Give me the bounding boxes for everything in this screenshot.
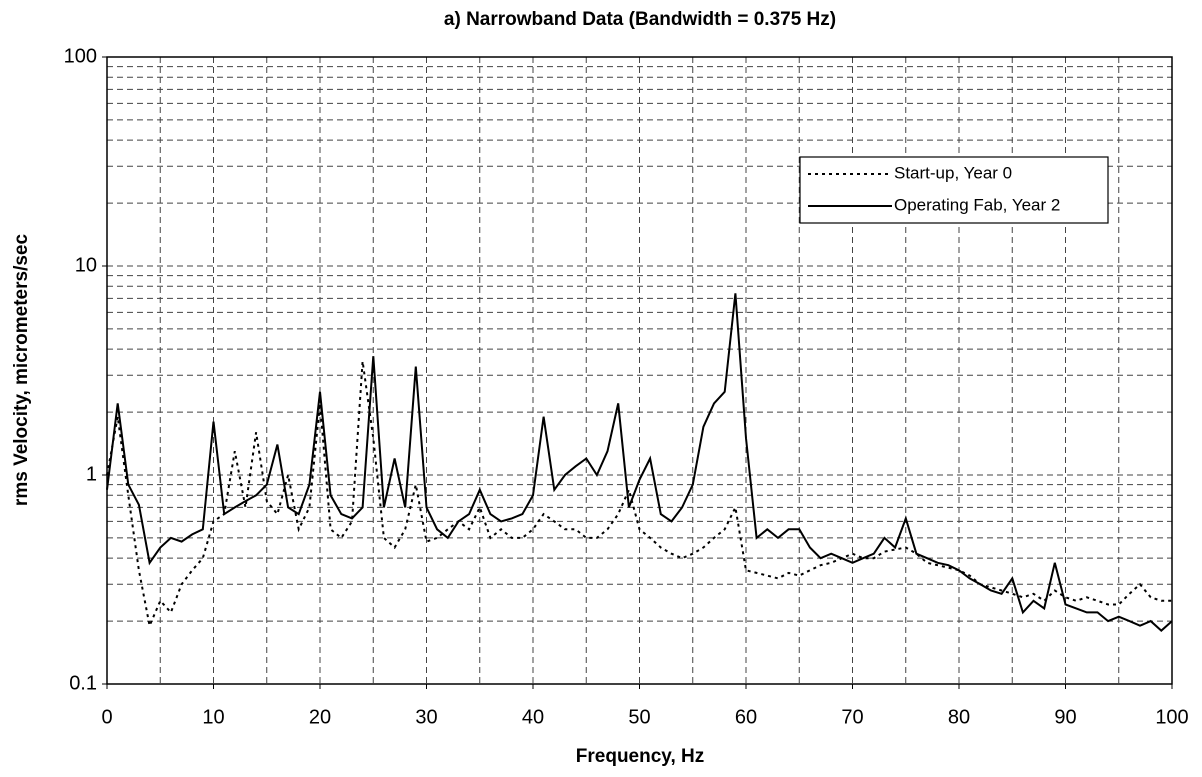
x-tick-label: 20: [309, 706, 331, 728]
x-tick-label: 10: [202, 706, 224, 728]
x-tick-label: 30: [415, 706, 437, 728]
x-tick-label: 90: [1054, 706, 1076, 728]
y-tick-label: 1: [86, 463, 97, 485]
x-tick-label: 100: [1155, 706, 1188, 728]
x-tick-label: 60: [735, 706, 757, 728]
x-tick-label: 0: [101, 706, 112, 728]
x-axis-label: Frequency, Hz: [576, 746, 704, 767]
legend-label: Operating Fab, Year 2: [894, 195, 1060, 214]
x-tick-label: 70: [841, 706, 863, 728]
x-tick-label: 50: [628, 706, 650, 728]
x-tick-label: 80: [948, 706, 970, 728]
series-line: [106, 293, 1173, 632]
y-axis-label: rms Velocity, micrometers/sec: [11, 234, 32, 507]
series-line: [106, 361, 1172, 630]
x-tick-label: 40: [522, 706, 544, 728]
chart-title: a) Narrowband Data (Bandwidth = 0.375 Hz…: [444, 9, 836, 30]
y-tick-label: 0.1: [69, 672, 97, 694]
legend-box: [799, 156, 1109, 224]
plot-frame: [106, 56, 1173, 685]
legend-label: Start-up, Year 0: [894, 163, 1012, 182]
y-tick-label: 100: [64, 45, 97, 67]
y-tick-label: 10: [75, 254, 97, 276]
